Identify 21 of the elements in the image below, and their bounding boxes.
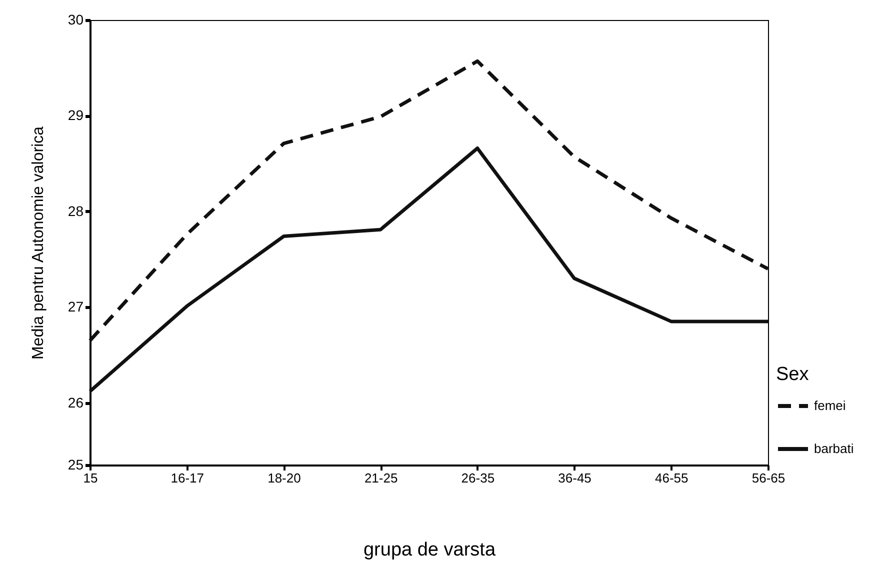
legend-title: Sex bbox=[776, 364, 810, 385]
y-axis-title: Media pentru Autonomie valorica bbox=[30, 126, 47, 360]
x-tick-label: 36-45 bbox=[558, 470, 592, 486]
x-axis-title: grupa de varsta bbox=[363, 540, 496, 560]
line-series bbox=[88, 146, 770, 394]
y-tick-label: 26 bbox=[68, 394, 84, 410]
y-tick-label: 28 bbox=[68, 202, 84, 219]
legend-label: barbati bbox=[814, 441, 854, 456]
y-tick-label: 25 bbox=[68, 456, 84, 472]
x-tick-label: 16-17 bbox=[170, 470, 204, 486]
x-tick-label: 56-65 bbox=[752, 470, 786, 486]
x-tick-label: 18-20 bbox=[268, 470, 301, 486]
x-tick-label: 15 bbox=[83, 470, 98, 486]
x-tick-label: 46-55 bbox=[655, 470, 688, 486]
x-tick-label: 21-25 bbox=[364, 470, 398, 486]
line-series bbox=[88, 59, 770, 342]
legend-label: femei bbox=[814, 398, 846, 413]
y-tick-label: 27 bbox=[68, 298, 84, 315]
y-tick-label: 30 bbox=[68, 12, 84, 28]
x-tick-label: 26-35 bbox=[461, 470, 495, 486]
y-tick-label: 29 bbox=[68, 107, 84, 124]
